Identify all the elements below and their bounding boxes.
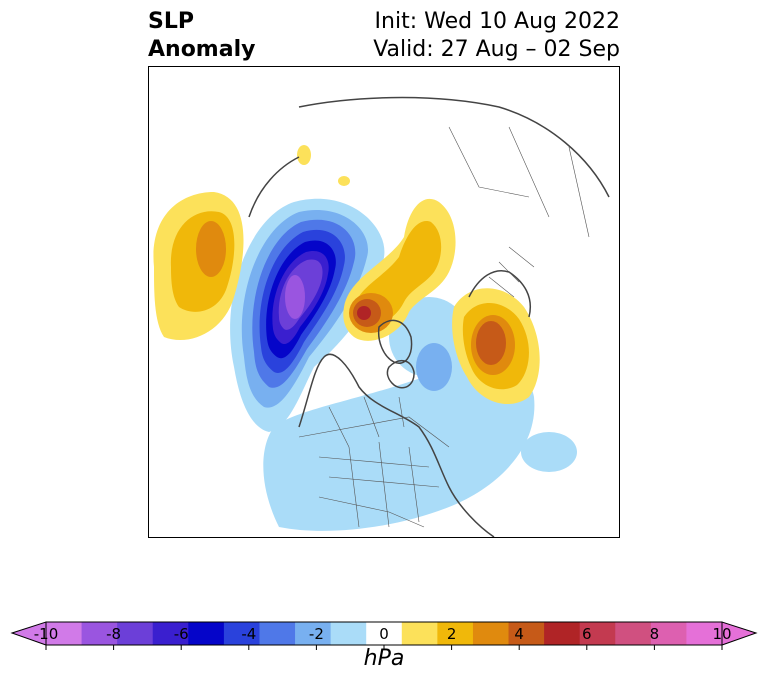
shade-pos-4-atlantic [476, 321, 506, 365]
colorbar-cell [401, 622, 438, 645]
colorbar-tick-label: 10 [712, 625, 732, 643]
colorbar-cell [152, 622, 189, 645]
shade-pos-1-europe [297, 145, 311, 165]
colorbar-ticks [45, 645, 723, 650]
date-info: Init: Wed 10 Aug 2022 Valid: 27 Aug – 02… [373, 8, 620, 64]
init-date: Init: Wed 10 Aug 2022 [374, 9, 620, 34]
colorbar-units: hPa [363, 646, 405, 671]
colorbar-tick-label: -8 [106, 625, 122, 643]
colorbar-cell [650, 622, 687, 645]
colorbar-cell [437, 622, 474, 645]
colorbar-cells [46, 622, 723, 645]
colorbar-cell [579, 622, 616, 645]
colorbar-cell [330, 622, 367, 645]
coast-greenland [377, 319, 413, 364]
colorbar-tick-label: -4 [241, 625, 257, 643]
colorbar-tick-label: 6 [582, 625, 592, 643]
colorbar-tick-label: 0 [379, 625, 389, 643]
shade-neg-8-pacific [285, 275, 305, 319]
shade-pos-3-pacific-high [196, 221, 226, 277]
coast-east-asia [248, 156, 300, 218]
colorbar-cell [117, 622, 154, 645]
colorbar-tick-label: -10 [33, 625, 59, 643]
title-line-1: SLP [148, 9, 194, 34]
map-panel [148, 66, 620, 538]
colorbar-cell [508, 622, 545, 645]
colorbar-tick-label: 2 [446, 625, 457, 643]
colorbar-tick-label: 4 [514, 625, 524, 643]
colorbar-cell [188, 622, 225, 645]
title-line-2: Anomaly [148, 37, 256, 62]
colorbar-cell [259, 622, 296, 645]
colorbar-cell [544, 622, 581, 645]
border-canada-provinces [328, 396, 405, 448]
colorbar-cell [81, 622, 118, 645]
colorbar-cell [366, 622, 403, 645]
shade-pos-1-greenland [338, 176, 350, 186]
coast-asia [298, 96, 610, 198]
border-us-states [318, 441, 440, 528]
valid-range: Valid: 27 Aug – 02 Sep [373, 37, 620, 62]
coastlines [248, 96, 610, 537]
colorbar-cell [295, 622, 332, 645]
colorbar-cell [223, 622, 260, 645]
border-us-mexico [318, 496, 425, 528]
colorbar-cell [615, 622, 652, 645]
anomaly-map [153, 96, 610, 537]
colorbar-cell [472, 622, 510, 645]
shade-neg-2-arctic [416, 343, 452, 391]
colorbar-tick-label: 8 [649, 625, 660, 643]
colorbar-tick-label: -2 [308, 625, 324, 643]
political-borders [298, 126, 590, 528]
shade-neg-1-atlantic [521, 432, 577, 472]
shade-neg-1-east [263, 358, 535, 531]
coast-hudson-bay [386, 360, 415, 389]
colorbar [10, 621, 758, 650]
colorbar-tick-label: -6 [173, 625, 189, 643]
border-russia-asia [448, 126, 590, 238]
colorbar-cell [46, 622, 83, 645]
border-europe [488, 246, 535, 298]
map-title: SLP Anomaly [148, 8, 255, 64]
anomaly-shading [153, 145, 577, 531]
colorbar-cell [686, 622, 723, 645]
shade-pos-5-beaufort [357, 306, 371, 320]
border-us-canada [298, 416, 450, 448]
coast-north-america [298, 353, 495, 537]
